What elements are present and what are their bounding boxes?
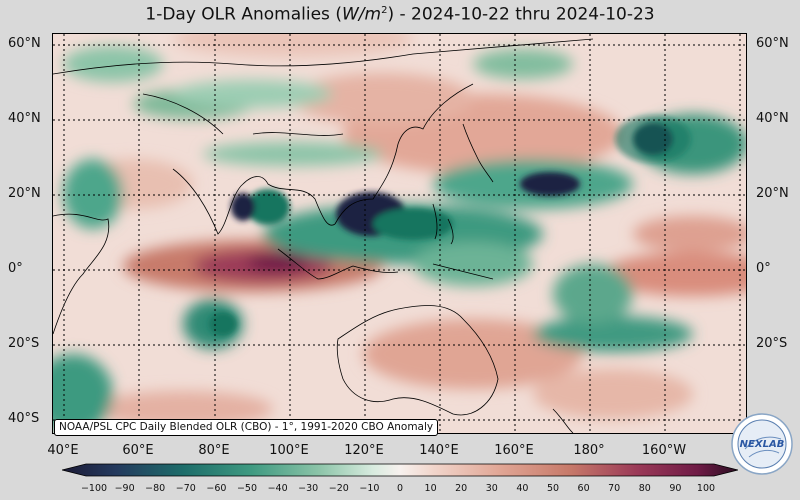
- lat-label-20n-right: 20°N: [756, 186, 789, 201]
- colorbar-tick: 100: [696, 483, 716, 494]
- colorbar-tick: 20: [455, 483, 468, 494]
- lat-label-40s: 40°S: [8, 411, 40, 426]
- lon-label-120e: 120°E: [344, 443, 384, 458]
- nexlab-logo: NEXLAB: [731, 413, 793, 475]
- colorbar-tick: −50: [236, 483, 258, 494]
- colorbar-tick: 30: [485, 483, 498, 494]
- colorbar-tick: −40: [267, 483, 288, 494]
- colorbar-tick: 80: [638, 483, 651, 494]
- colorbar-tick: −60: [206, 483, 227, 494]
- lat-label-20s: 20°S: [8, 336, 40, 351]
- lon-label-80e: 80°E: [198, 443, 230, 458]
- lat-label-60n: 60°N: [8, 36, 41, 51]
- colorbar-tick: −80: [145, 483, 166, 494]
- lon-label-180: 180°: [573, 443, 605, 458]
- lat-label-40n: 40°N: [8, 111, 41, 126]
- lon-label-40e: 40°E: [47, 443, 79, 458]
- colorbar-tick: 10: [424, 483, 437, 494]
- data-source-credit: NOAA/PSL CPC Daily Blended OLR (CBO) - 1…: [54, 419, 439, 436]
- lat-label-0-right: 0°: [756, 261, 771, 276]
- colorbar-tick: −20: [328, 483, 349, 494]
- colorbar: [62, 463, 738, 477]
- logo-text: NEXLAB: [740, 439, 785, 450]
- colorbar-tick: 70: [608, 483, 621, 494]
- colorbar-tick: 0: [396, 483, 404, 494]
- lon-label-140e: 140°E: [419, 443, 459, 458]
- colorbar-tick: 40: [516, 483, 529, 494]
- colorbar-tick: −30: [298, 483, 319, 494]
- graticule: [53, 34, 746, 433]
- colorbar-tick: 50: [546, 483, 560, 494]
- colorbar-tick: 60: [577, 483, 590, 494]
- colorbar-tick: 90: [669, 483, 682, 494]
- colorbar-tick: −10: [359, 483, 380, 494]
- colorbar-tick: −90: [114, 483, 135, 494]
- colorbar-tick: −100: [80, 483, 108, 494]
- coastlines: [53, 38, 594, 433]
- colorbar-tick: −70: [175, 483, 196, 494]
- lon-label-160e: 160°E: [494, 443, 534, 458]
- anomaly-field: [53, 34, 746, 433]
- lon-label-60e: 60°E: [122, 443, 154, 458]
- lat-label-20s-right: 20°S: [756, 336, 788, 351]
- map-title: 1-Day OLR Anomalies (W/m2) - 2024-10-22 …: [145, 4, 655, 25]
- deep-convection-cores: [209, 115, 691, 336]
- lat-label-20n: 20°N: [8, 186, 41, 201]
- lon-label-160w: 160°W: [641, 443, 687, 458]
- lat-label-0: 0°: [8, 261, 23, 276]
- olr-anomaly-map: [52, 33, 747, 434]
- lon-label-100e: 100°E: [269, 443, 309, 458]
- lat-label-60n-right: 60°N: [756, 36, 789, 51]
- lat-label-40n-right: 40°N: [756, 111, 789, 126]
